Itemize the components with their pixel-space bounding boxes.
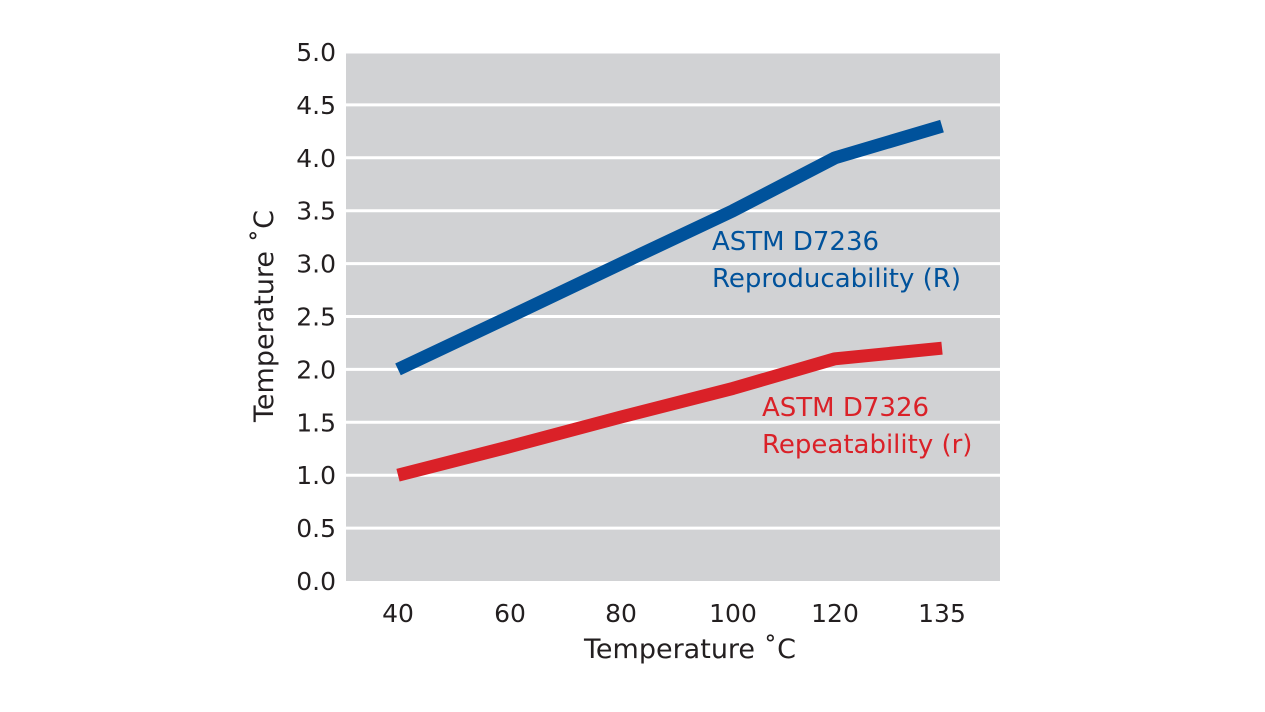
y-tick-label: 2.5 [296,303,336,332]
x-tick-label: 80 [605,599,637,628]
y-tick-label: 0.5 [296,514,336,543]
y-tick-label: 2.0 [296,355,336,384]
y-axis-tick-labels: 0.0 0.5 1.0 1.5 2.0 2.5 3.0 3.5 4.0 4.5 5.0 [296,38,336,596]
x-axis-tick-labels: 40 60 80 100 120 135 [382,599,966,628]
series-label-line: Repeatability (r) [762,430,972,460]
y-tick-label: 4.5 [296,91,336,120]
x-tick-label: 100 [709,599,757,628]
x-tick-label: 40 [382,599,414,628]
x-tick-label: 60 [494,599,526,628]
series-line-repeatability [396,341,943,482]
series-line-reproducability [395,119,944,376]
y-tick-label: 5.0 [296,38,336,67]
series-label-line: ASTM D7236 [712,227,879,257]
y-tick-label: 1.0 [296,461,336,490]
x-tick-label: 120 [811,599,859,628]
series-label-line: ASTM D7326 [762,393,929,423]
y-tick-label: 1.5 [296,408,336,437]
x-tick-label: 135 [918,599,966,628]
gridlines [346,50,1000,530]
y-tick-label: 3.5 [296,197,336,226]
y-tick-label: 3.0 [296,250,336,279]
series-label-line: Reproducability (R) [712,264,961,294]
x-axis-title: Temperature ˚C [583,634,796,665]
series-labels: ASTM D7236 Reproducability (R) ASTM D7326 R… [712,227,972,460]
y-axis-title: Temperature ˚C [249,210,280,423]
y-tick-label: 0.0 [296,567,336,596]
y-tick-label: 4.0 [296,144,336,173]
data-series [395,119,944,482]
